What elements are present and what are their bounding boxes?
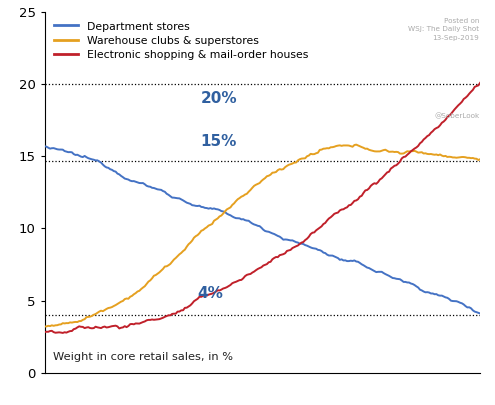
Text: Weight in core retail sales, in %: Weight in core retail sales, in %: [53, 352, 233, 362]
Text: 15%: 15%: [200, 134, 237, 149]
Text: @SoberLook: @SoberLook: [434, 113, 479, 119]
Legend: Department stores, Warehouse clubs & superstores, Electronic shopping & mail-ord: Department stores, Warehouse clubs & sup…: [54, 21, 308, 60]
Text: 20%: 20%: [200, 91, 237, 106]
Text: Posted on
WSJ: The Daily Shot
13-Sep-2019: Posted on WSJ: The Daily Shot 13-Sep-201…: [408, 17, 479, 40]
Text: 4%: 4%: [197, 286, 223, 301]
